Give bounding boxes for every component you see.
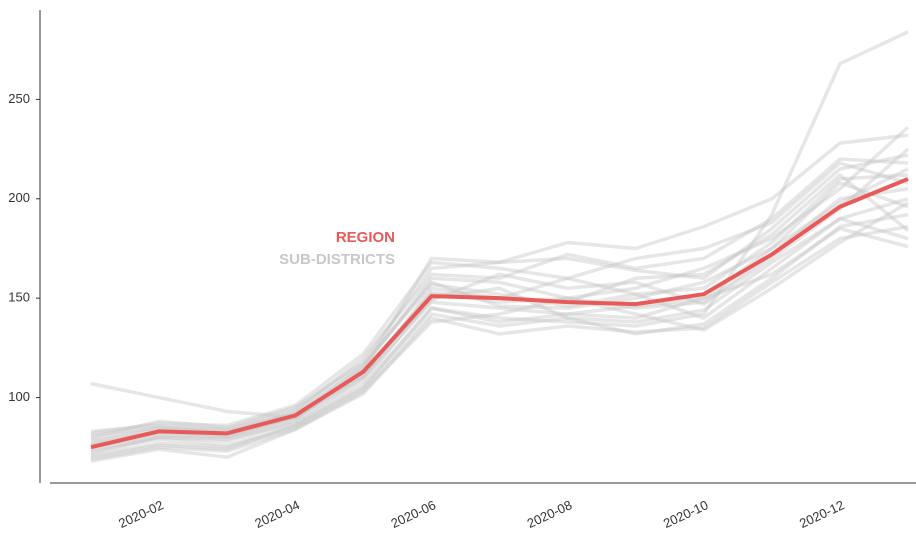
x-tick-label: 2020-12 — [797, 497, 847, 531]
y-tick-label: 100 — [8, 389, 30, 404]
sub-district-line — [90, 147, 910, 449]
sub-district-line — [90, 226, 909, 453]
legend-region: REGION — [336, 229, 395, 246]
sub-district-line — [90, 133, 909, 439]
lines — [90, 30, 910, 463]
x-tick-label: 2020-08 — [525, 497, 575, 531]
sub-district-line — [90, 201, 909, 461]
sub-district-line — [90, 173, 909, 442]
x-tick-label: 2020-10 — [661, 497, 711, 531]
sub-district-line — [90, 125, 910, 434]
x-tick-label: 2020-06 — [389, 497, 439, 531]
region-line — [90, 177, 909, 450]
y-tick-label: 200 — [8, 190, 30, 205]
sub-district-line — [90, 161, 909, 436]
x-tick-label: 2020-02 — [116, 497, 166, 531]
sub-district-line — [90, 167, 909, 420]
sub-district-line — [90, 30, 909, 459]
y-tick-label: 150 — [8, 290, 30, 305]
legend-sub-districts: SUB-DISTRICTS — [279, 251, 395, 268]
y-tick-label: 250 — [8, 91, 30, 106]
sub-district-line — [90, 216, 909, 451]
sub-district-line — [90, 212, 909, 457]
sub-district-line — [90, 224, 909, 463]
sub-district-line — [90, 153, 909, 447]
x-tick-label: 2020-04 — [252, 497, 302, 531]
